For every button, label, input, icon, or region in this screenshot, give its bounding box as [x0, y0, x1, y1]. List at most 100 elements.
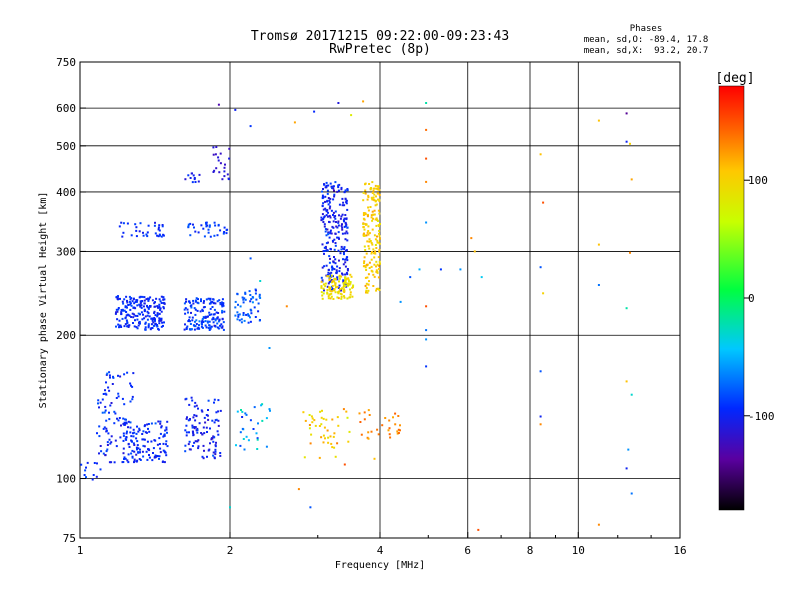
- data-point: [196, 309, 199, 312]
- data-point: [328, 255, 331, 258]
- data-point: [344, 279, 347, 282]
- data-point: [326, 249, 329, 252]
- data-point: [375, 195, 377, 198]
- data-point: [377, 198, 379, 201]
- data-point: [327, 295, 330, 298]
- data-point: [334, 217, 337, 220]
- data-point: [213, 324, 216, 327]
- data-point: [331, 280, 334, 282]
- y-tick-label: 750: [56, 56, 76, 69]
- data-point: [159, 447, 162, 450]
- data-point: [343, 463, 346, 466]
- data-point: [191, 426, 194, 429]
- data-point: [238, 313, 241, 316]
- data-point: [185, 434, 188, 437]
- data-point: [192, 299, 195, 302]
- data-point: [148, 456, 151, 459]
- data-point: [154, 232, 157, 235]
- data-point: [93, 462, 96, 464]
- data-point: [193, 178, 196, 181]
- data-point: [242, 298, 245, 301]
- data-point: [327, 241, 329, 244]
- data-point: [323, 426, 326, 429]
- phases-legend-x: mean, sd,X: 93.2, 20.7: [584, 46, 709, 56]
- data-point: [217, 103, 220, 106]
- data-point: [324, 195, 327, 198]
- data-point: [253, 306, 256, 309]
- data-point: [334, 455, 337, 458]
- data-point: [110, 461, 113, 464]
- data-point: [321, 243, 324, 246]
- data-point: [147, 312, 150, 315]
- data-point: [105, 373, 108, 376]
- data-point: [156, 313, 159, 316]
- data-point: [137, 451, 140, 454]
- data-point: [146, 235, 149, 238]
- data-point: [189, 177, 192, 179]
- data-point: [322, 188, 324, 190]
- data-point: [337, 221, 340, 224]
- data-point: [196, 427, 199, 430]
- data-point: [131, 395, 134, 398]
- data-point: [369, 240, 372, 242]
- data-point: [539, 153, 542, 156]
- data-point: [217, 320, 220, 323]
- data-point: [387, 429, 390, 432]
- data-point: [244, 291, 247, 294]
- data-point: [192, 433, 195, 436]
- data-point: [157, 226, 160, 229]
- data-point: [184, 323, 186, 326]
- data-point: [132, 372, 135, 375]
- data-point: [261, 403, 264, 406]
- data-point: [332, 214, 334, 216]
- data-point: [349, 296, 352, 299]
- data-point: [341, 204, 344, 207]
- data-point: [139, 448, 141, 451]
- data-point: [325, 242, 328, 245]
- data-point: [127, 453, 130, 456]
- data-point: [127, 304, 130, 306]
- data-point: [371, 219, 374, 222]
- data-point: [338, 183, 341, 186]
- data-point: [200, 224, 203, 227]
- data-point: [105, 381, 107, 384]
- data-point: [155, 297, 158, 300]
- data-point: [334, 181, 337, 184]
- data-point: [202, 301, 205, 304]
- data-point: [362, 100, 365, 103]
- data-point: [214, 448, 217, 451]
- data-point: [153, 318, 156, 321]
- data-point: [214, 153, 217, 156]
- data-point: [363, 256, 366, 259]
- data-point: [320, 285, 323, 288]
- data-point: [341, 273, 344, 276]
- data-point: [367, 209, 370, 212]
- data-point: [192, 416, 195, 419]
- data-point: [128, 324, 131, 327]
- data-point: [326, 228, 329, 231]
- data-point: [425, 305, 428, 308]
- data-point: [129, 298, 132, 301]
- data-point: [219, 324, 221, 327]
- data-point: [108, 418, 111, 421]
- data-point: [374, 252, 377, 255]
- data-point: [162, 234, 165, 237]
- data-point: [373, 275, 376, 278]
- data-point: [102, 452, 105, 455]
- data-point: [142, 305, 145, 308]
- data-point: [198, 327, 201, 330]
- data-point: [330, 288, 333, 291]
- data-point: [123, 373, 126, 376]
- data-point: [539, 370, 542, 373]
- data-point: [377, 433, 380, 436]
- data-point: [334, 277, 337, 280]
- data-point: [332, 435, 335, 438]
- data-point: [372, 285, 375, 287]
- data-point: [349, 291, 352, 294]
- data-point: [320, 276, 323, 279]
- data-point: [334, 244, 337, 247]
- data-point: [125, 421, 128, 424]
- data-point: [201, 433, 204, 436]
- data-point: [362, 265, 365, 268]
- data-point: [101, 411, 104, 414]
